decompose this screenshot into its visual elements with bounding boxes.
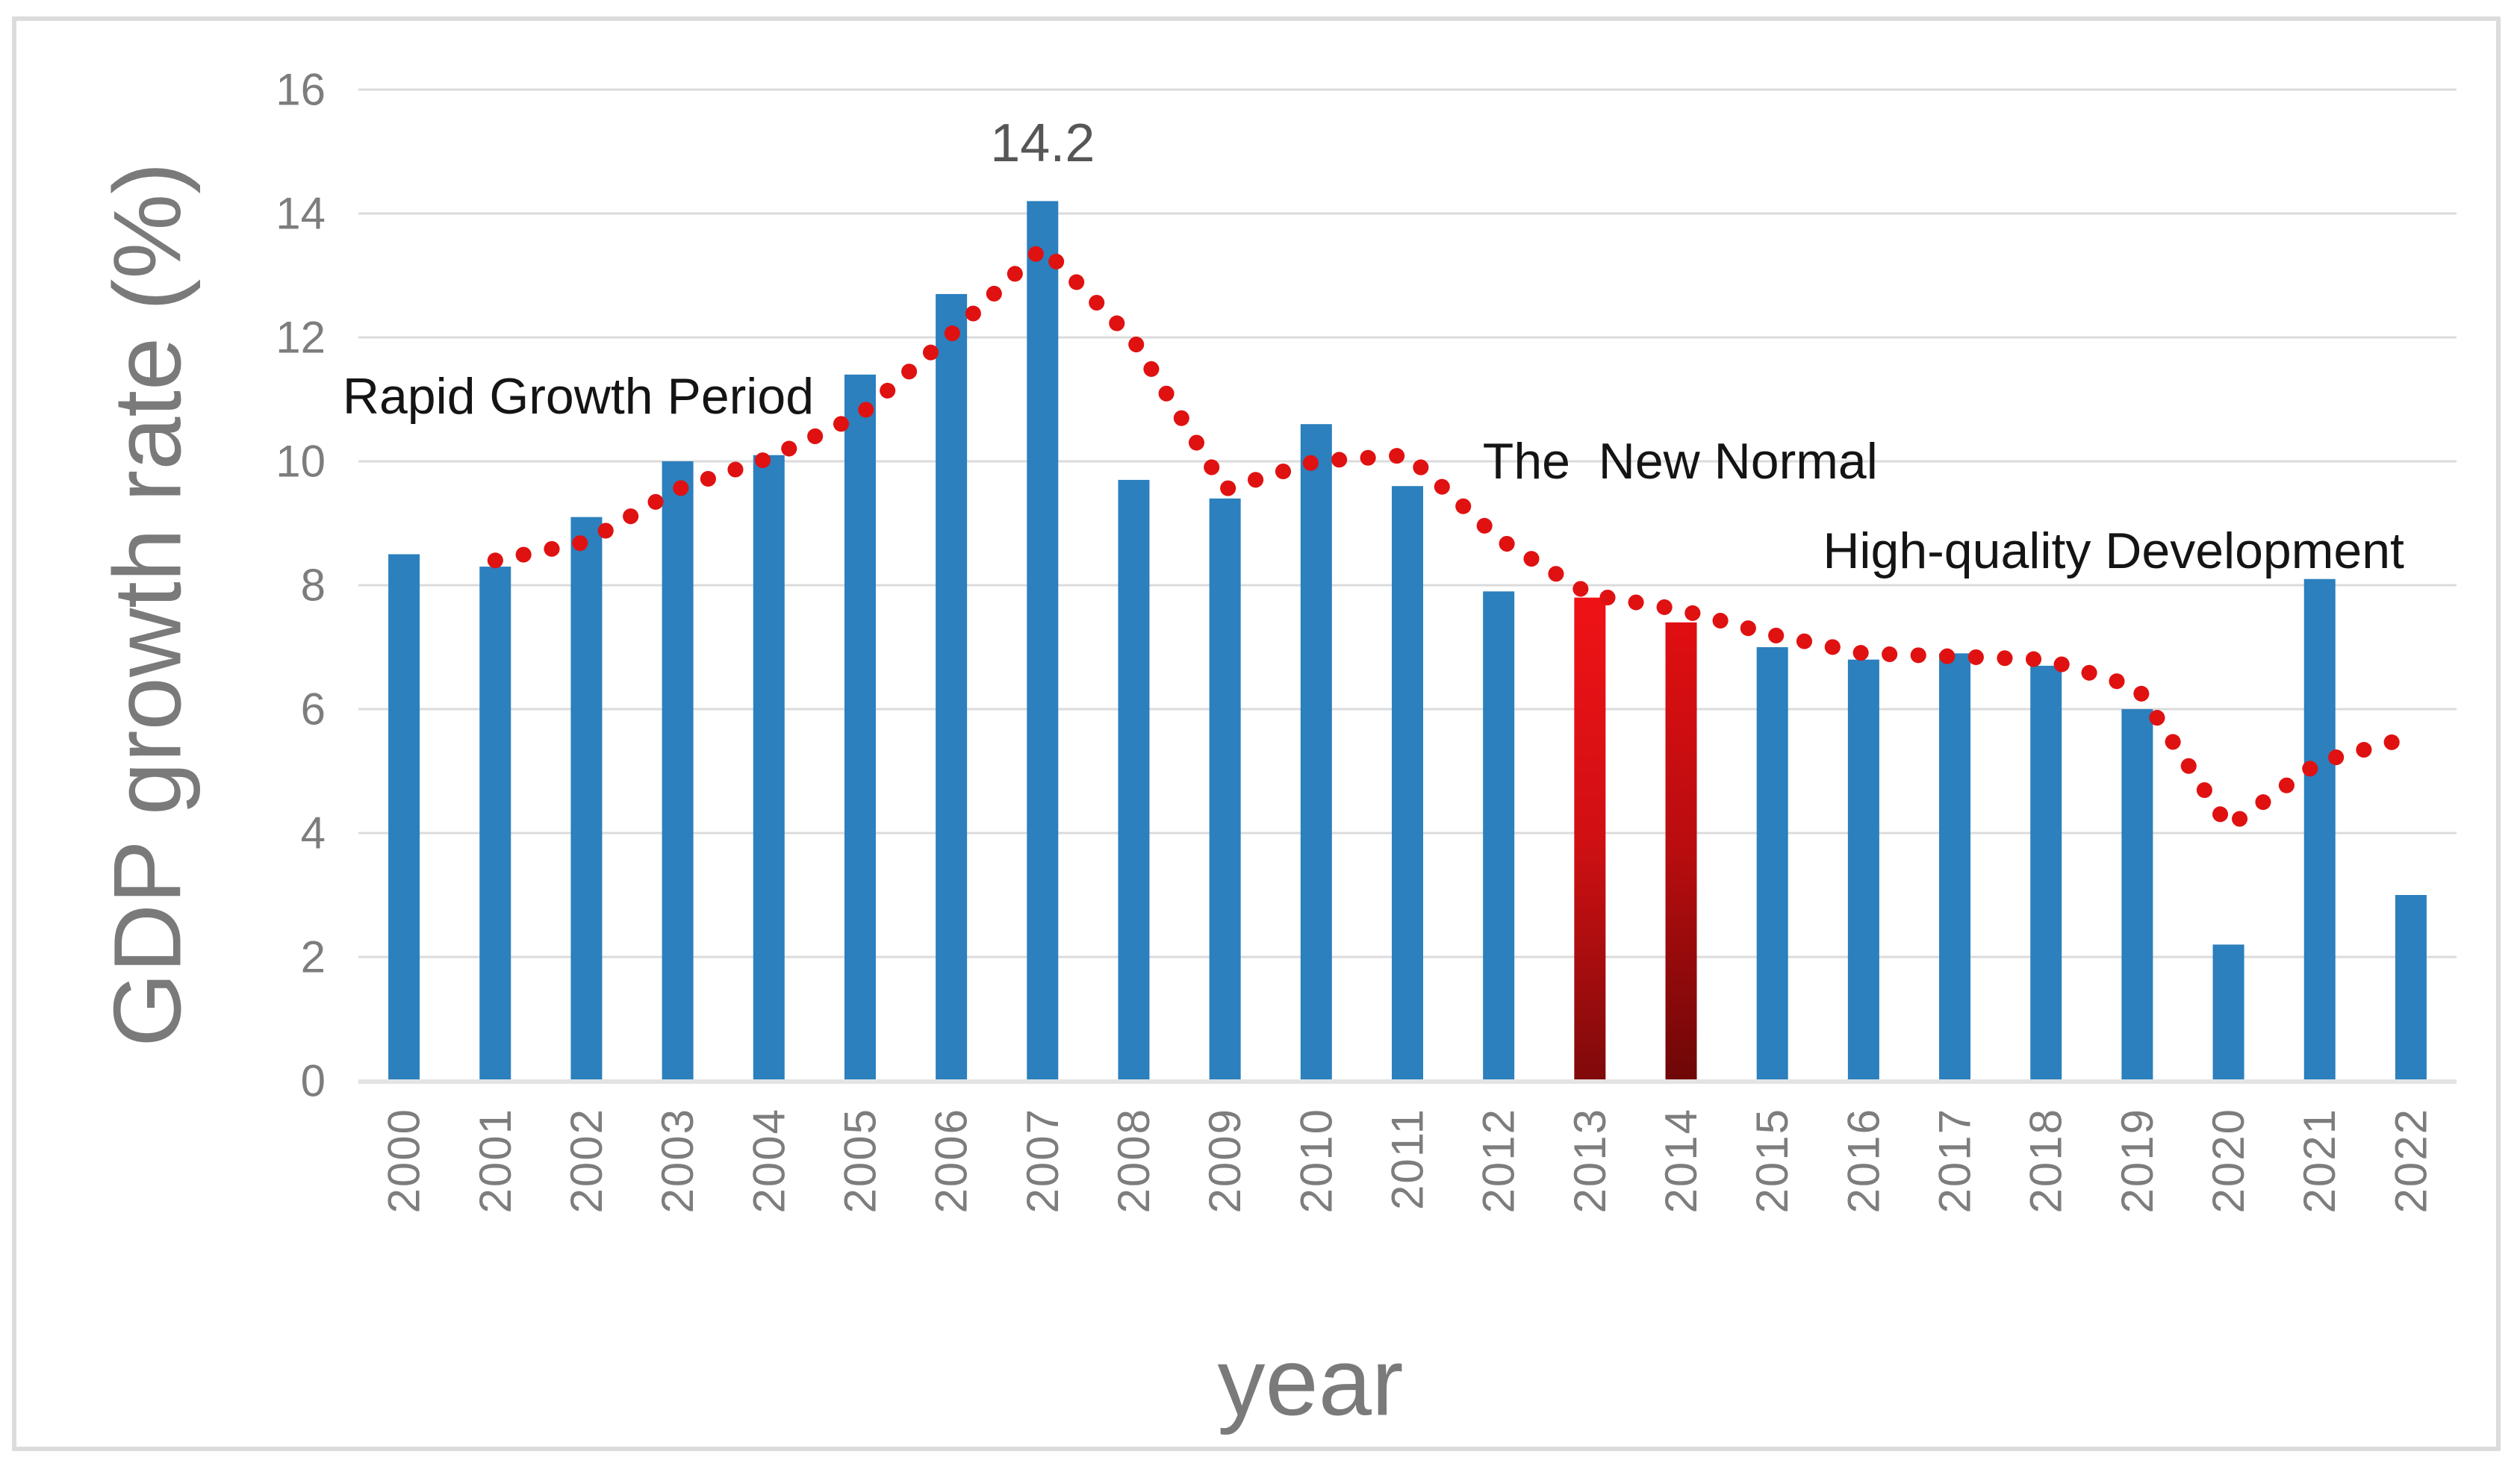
chart-annotation-2: High-quality Development [1823, 523, 2404, 580]
trendline-dotted [487, 240, 2419, 835]
bar-2006 [936, 293, 968, 1081]
y-tick-label-6: 6 [301, 684, 326, 735]
chart-annotation-0: Rapid Growth Period [342, 367, 815, 425]
bar-2020 [2212, 944, 2244, 1081]
x-tick-label-2001: 2001 [470, 1108, 520, 1213]
x-tick-label-2015: 2015 [1747, 1108, 1797, 1213]
x-tick-label-2018: 2018 [2021, 1108, 2071, 1213]
bar-2021 [2303, 578, 2336, 1081]
x-tick-label-2003: 2003 [653, 1108, 703, 1213]
x-tick-label-2011: 2011 [1383, 1108, 1433, 1210]
y-axis-title: GDP growth rate (%) [94, 162, 202, 1047]
x-tick-label-2014: 2014 [1656, 1108, 1706, 1213]
x-tick-label-2004: 2004 [744, 1108, 794, 1213]
bar-2009 [1209, 498, 1241, 1081]
x-tick-label-2008: 2008 [1109, 1108, 1159, 1213]
x-tick-label-2012: 2012 [1474, 1108, 1524, 1213]
x-tick-label-2013: 2013 [1565, 1108, 1615, 1213]
bar-2010 [1300, 424, 1332, 1081]
x-tick-label-2009: 2009 [1200, 1108, 1250, 1213]
page-border-frame [12, 16, 2501, 1451]
bar-2019 [2121, 709, 2153, 1081]
bar-2017 [1939, 653, 1971, 1081]
bar-2003 [662, 461, 694, 1081]
y-tick-label-0: 0 [301, 1056, 326, 1106]
x-tick-label-2017: 2017 [1930, 1108, 1980, 1213]
bar-2022 [2395, 895, 2427, 1081]
x-tick-label-2005: 2005 [835, 1108, 885, 1213]
chart-annotation-1: The New Normal [1482, 433, 1878, 490]
y-tick-label-8: 8 [301, 561, 326, 611]
y-tick-label-12: 12 [276, 313, 326, 363]
x-tick-label-2010: 2010 [1291, 1108, 1341, 1213]
x-tick-label-2016: 2016 [1838, 1108, 1888, 1213]
x-tick-label-2007: 2007 [1018, 1108, 1068, 1213]
x-axis-title: year [1217, 1329, 1404, 1436]
x-tick-label-2022: 2022 [2386, 1108, 2436, 1213]
bar-2007 [1027, 201, 1059, 1081]
x-tick-label-2020: 2020 [2203, 1108, 2253, 1213]
bar-2016 [1847, 659, 1879, 1081]
bar-2014 [1665, 622, 1697, 1081]
y-tick-label-16: 16 [276, 65, 326, 115]
bar-2015 [1756, 647, 1788, 1081]
x-tick-label-2019: 2019 [2112, 1108, 2162, 1213]
bar-2001 [479, 567, 511, 1081]
y-tick-label-10: 10 [276, 437, 326, 487]
bar-2005 [844, 374, 876, 1081]
bar-2004 [753, 455, 785, 1081]
bar-2018 [2030, 665, 2062, 1081]
y-tick-label-2: 2 [301, 932, 326, 982]
bar-2012 [1483, 591, 1515, 1081]
bar-2011 [1392, 486, 1423, 1081]
x-tick-label-2006: 2006 [927, 1108, 977, 1213]
x-tick-label-2000: 2000 [379, 1108, 429, 1213]
y-tick-label-14: 14 [276, 189, 326, 239]
y-tick-label-4: 4 [301, 808, 326, 858]
bar-2000 [388, 554, 420, 1081]
bar-2002 [570, 517, 603, 1081]
data-label-2007-peak: 14.2 [990, 113, 1095, 173]
x-tick-label-2002: 2002 [561, 1108, 612, 1213]
bar-2013 [1574, 597, 1606, 1081]
x-tick-label-2021: 2021 [2295, 1108, 2345, 1213]
bar-2008 [1118, 479, 1150, 1081]
